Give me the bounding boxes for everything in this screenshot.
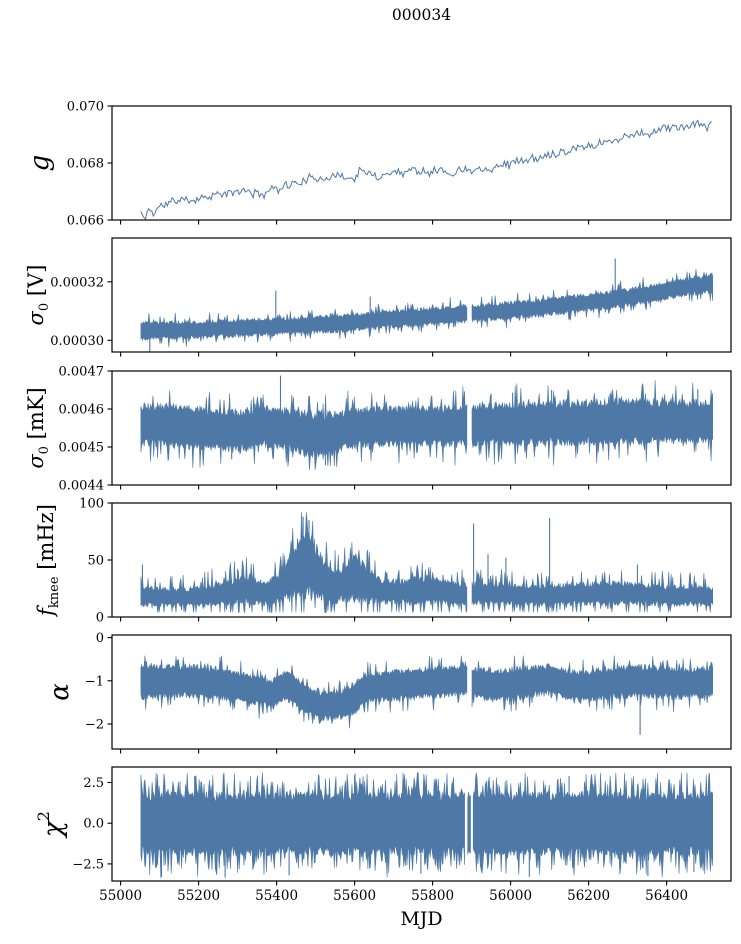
x-tick-label: 56200	[567, 888, 610, 904]
y-tick-label: 0.066	[67, 214, 104, 229]
y-label-segment: [mHz]	[34, 504, 58, 577]
series-band	[467, 791, 471, 855]
y-tick-label: 0.00032	[50, 275, 104, 290]
series-band	[140, 655, 468, 729]
x-tick-label: 55600	[333, 888, 376, 904]
series-band	[140, 297, 468, 348]
subplot-chi2: 2.5 0.0 −2.5 55000 55200 55400 55600 55800 56000…	[72, 766, 732, 904]
y-label-segment: α	[45, 683, 75, 701]
y-tick-label: 0.0046	[59, 403, 105, 418]
y-tick-label: 0.068	[67, 157, 104, 172]
series-line	[140, 119, 713, 221]
y-tick-label: 0	[96, 611, 104, 626]
y-tick-label: 0.0047	[59, 365, 105, 380]
y-label-segment: g	[25, 154, 55, 172]
y-tick-label: −2.5	[72, 857, 104, 872]
series-band	[140, 512, 468, 614]
series-band	[471, 380, 713, 466]
subplot-sigma0-mK: 0.0047 0.0046 0.0045 0.0044	[59, 365, 732, 494]
axes-border	[111, 766, 732, 882]
series-band	[140, 772, 465, 879]
series-band	[471, 568, 713, 614]
x-tick-label: 55200	[177, 888, 220, 904]
y-label-chi2: χ2	[29, 704, 69, 944]
y-label-segment: 2	[34, 811, 53, 822]
y-tick-label: 0.070	[67, 100, 104, 115]
y-label-segment: [mK]	[24, 387, 48, 447]
x-tick-label: 55800	[411, 888, 454, 904]
x-tick-label: 55400	[255, 888, 298, 904]
y-tick-label: 0.0044	[59, 479, 105, 494]
y-tick-label: −2	[85, 718, 104, 733]
y-tick-label: 2.5	[83, 776, 104, 791]
y-tick-label: 0	[96, 631, 104, 646]
y-tick-label: 0.00030	[50, 334, 104, 349]
subplot-fknee: 100 50 0	[79, 497, 732, 626]
axes-border	[111, 634, 732, 750]
axes-border	[111, 237, 732, 353]
series-band	[140, 386, 468, 470]
y-label-segment: [V]	[24, 264, 48, 303]
series-band	[471, 269, 713, 329]
series-band	[472, 772, 713, 878]
series-band	[471, 655, 713, 712]
axes-border	[111, 370, 732, 486]
y-tick-label: 100	[79, 497, 104, 512]
y-tick-label: 0.0	[83, 817, 104, 832]
subplot-g: 0.070 0.068 0.066	[67, 100, 732, 229]
x-axis-label: MJD	[400, 908, 443, 930]
y-tick-label: −1	[85, 674, 104, 689]
axes-border	[111, 105, 732, 221]
figure-title: 000034	[391, 6, 452, 24]
x-tick-label: 56000	[489, 888, 532, 904]
subplot-sigma0-V: 0.00032 0.00030	[50, 237, 732, 357]
x-tick-label: 55000	[99, 888, 142, 904]
y-label-segment: χ	[38, 821, 69, 838]
y-tick-label: 0.0045	[59, 441, 105, 456]
subplot-alpha: 0 −1 −2	[85, 631, 732, 754]
x-tick-label: 56400	[645, 888, 688, 904]
y-tick-label: 50	[87, 554, 104, 569]
